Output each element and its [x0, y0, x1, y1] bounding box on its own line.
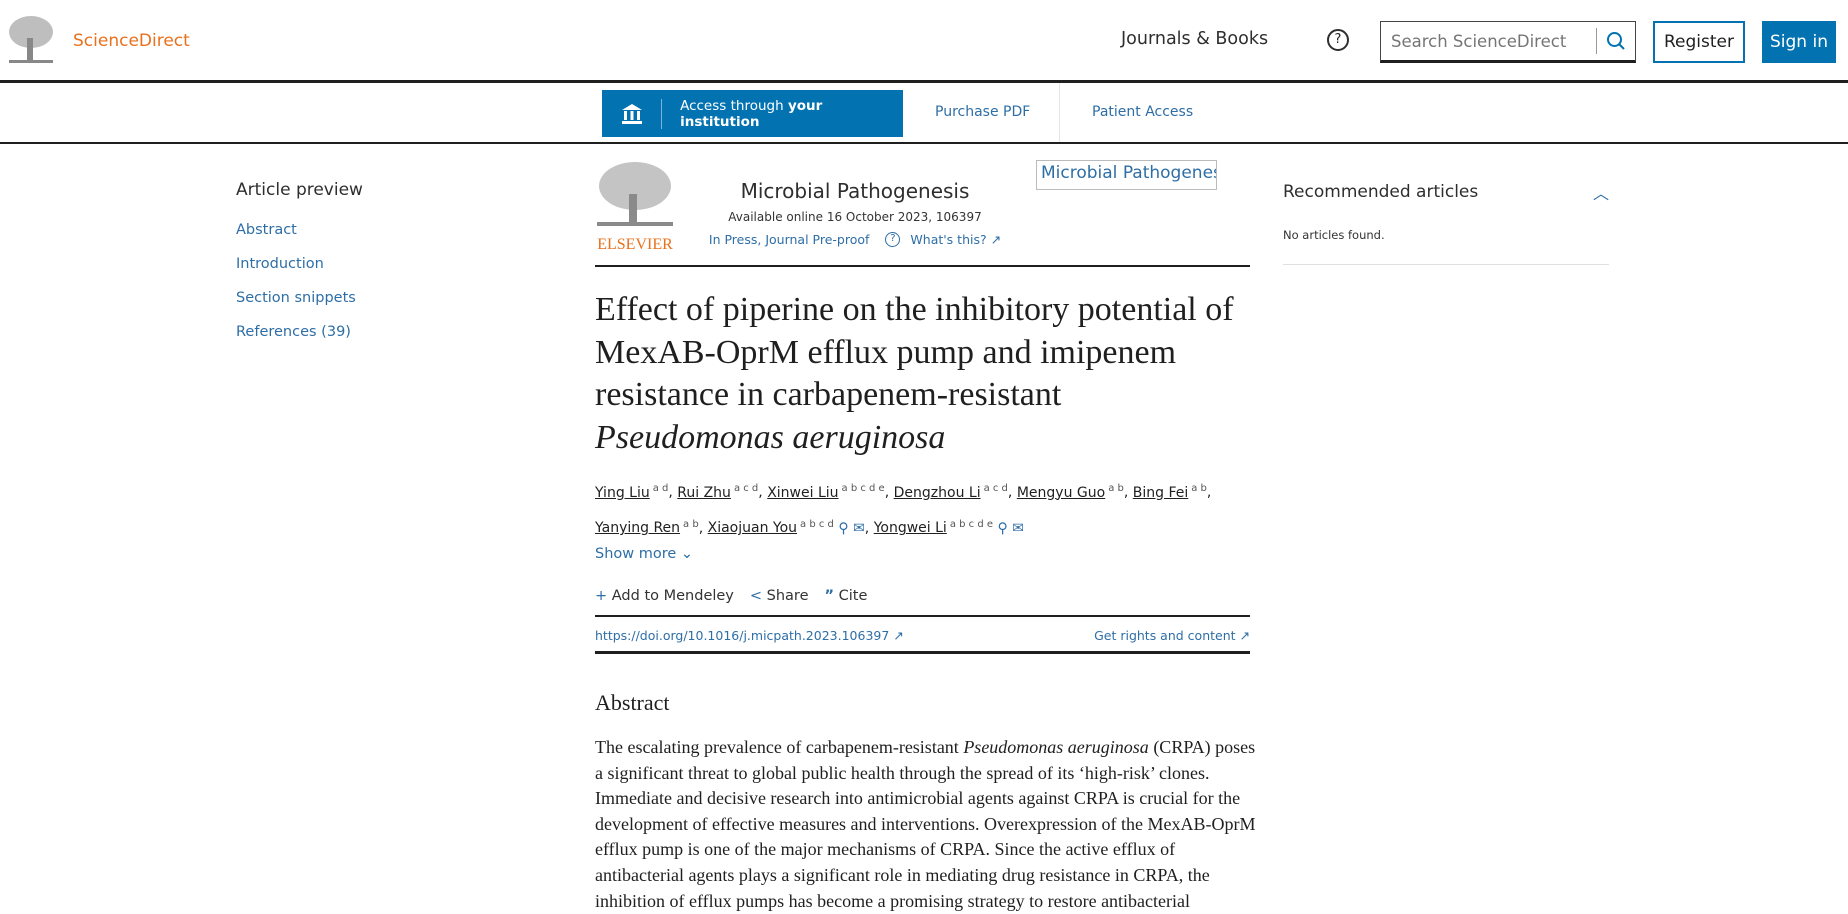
- access-bar-divider: [1059, 83, 1060, 142]
- email-icon[interactable]: ✉: [1012, 520, 1024, 537]
- quote-icon: ”: [824, 588, 835, 604]
- external-link-icon: ↗: [990, 232, 1002, 247]
- institution-icon: [602, 103, 661, 125]
- whats-this-link[interactable]: What's this? ↗: [910, 232, 1002, 247]
- outline-title: Article preview: [236, 180, 363, 200]
- outline-item-abstract[interactable]: Abstract: [236, 222, 297, 238]
- corresponding-author-icon[interactable]: ⚲: [997, 520, 1008, 537]
- search-icon[interactable]: [1597, 31, 1635, 51]
- help-icon[interactable]: ?: [1327, 29, 1349, 51]
- doi-link[interactable]: https://doi.org/10.1016/j.micpath.2023.1…: [595, 628, 904, 643]
- sciencedirect-brand[interactable]: ScienceDirect: [73, 31, 190, 51]
- no-articles-message: No articles found.: [1283, 228, 1385, 242]
- search-divider: [1596, 28, 1597, 54]
- corresponding-author-icon[interactable]: ⚲: [838, 520, 849, 537]
- chevron-up-icon[interactable]: ︿: [1592, 184, 1609, 203]
- add-to-mendeley-button[interactable]: + Add to Mendeley: [595, 588, 734, 604]
- doi-divider: [595, 651, 1250, 654]
- search-box[interactable]: [1380, 21, 1636, 63]
- plus-icon: +: [595, 588, 608, 604]
- recommended-title: Recommended articles: [1283, 182, 1479, 202]
- author-link[interactable]: Rui Zhu a c d: [677, 483, 759, 501]
- purchase-pdf-link[interactable]: Purchase PDF: [935, 104, 1031, 120]
- get-rights-link[interactable]: Get rights and content ↗: [1094, 628, 1250, 643]
- article-title: Effect of piperine on the inhibitory pot…: [595, 291, 1234, 456]
- email-icon[interactable]: ✉: [853, 520, 865, 537]
- abstract-body: The escalating prevalence of carbapenem-…: [595, 737, 1256, 911]
- patient-access-link[interactable]: Patient Access: [1092, 104, 1194, 120]
- press-status: In Press, Journal Pre-proof ? What's thi…: [675, 232, 1035, 247]
- access-institution-button[interactable]: Access through your institution: [602, 90, 903, 137]
- outline-item-references[interactable]: References (39): [236, 324, 351, 340]
- journal-title-link[interactable]: Microbial Pathogenesis: [740, 179, 970, 203]
- outline-item-introduction[interactable]: Introduction: [236, 256, 324, 272]
- actions-divider: [595, 615, 1250, 617]
- journal-cover-image[interactable]: Microbial Pathogenesis: [1036, 160, 1217, 190]
- elsevier-tree-logo[interactable]: [5, 14, 57, 66]
- author-link[interactable]: Yongwei Li a b c d e: [873, 518, 994, 537]
- chevron-down-icon: ⌄: [680, 546, 694, 562]
- article-outline: Article preview Abstract Introduction Se…: [236, 180, 363, 358]
- recommended-divider: [1283, 264, 1609, 265]
- button-divider: [661, 98, 663, 129]
- author-link[interactable]: Xinwei Liu a b c d e: [767, 483, 885, 501]
- show-more-button[interactable]: Show more ⌄: [595, 546, 694, 562]
- access-label: Access through your institution: [680, 97, 823, 130]
- help-icon[interactable]: ?: [885, 232, 901, 247]
- register-button[interactable]: Register: [1653, 21, 1745, 63]
- search-input[interactable]: [1381, 23, 1596, 59]
- journals-books-link[interactable]: Journals & Books: [1121, 29, 1269, 49]
- author-list: Ying Liu a d, Rui Zhu a c d, Xinwei Liu a b…: [595, 483, 1212, 537]
- article-actions: + Add to Mendeley < Share ” Cite: [595, 588, 867, 604]
- header-divider: [0, 80, 1848, 83]
- share-button[interactable]: < Share: [749, 588, 809, 604]
- available-online: Available online 16 October 2023, 106397: [728, 210, 982, 224]
- author-link[interactable]: Dengzhou Li a c d: [893, 483, 1008, 501]
- outline-item-section-snippets[interactable]: Section snippets: [236, 290, 356, 306]
- author-link[interactable]: Yanying Ren a b: [595, 518, 699, 537]
- recommended-articles-header[interactable]: Recommended articles ︿: [1283, 180, 1609, 204]
- in-press-label: In Press, Journal Pre-proof: [708, 232, 870, 247]
- author-link[interactable]: Ying Liu a d: [595, 483, 669, 501]
- elsevier-logo[interactable]: ELSEVIER: [595, 160, 675, 253]
- sign-in-button[interactable]: Sign in: [1762, 21, 1836, 63]
- author-link[interactable]: Xiaojuan You a b c d: [707, 518, 834, 537]
- author-link[interactable]: Bing Fei a b: [1132, 483, 1207, 501]
- cite-button[interactable]: ” Cite: [824, 588, 868, 604]
- abstract-heading: Abstract: [595, 690, 670, 715]
- author-link[interactable]: Mengyu Guo a b: [1016, 483, 1124, 501]
- share-icon: <: [749, 588, 763, 604]
- access-bar-bottom-line: [0, 142, 1848, 144]
- journal-divider: [595, 265, 1250, 267]
